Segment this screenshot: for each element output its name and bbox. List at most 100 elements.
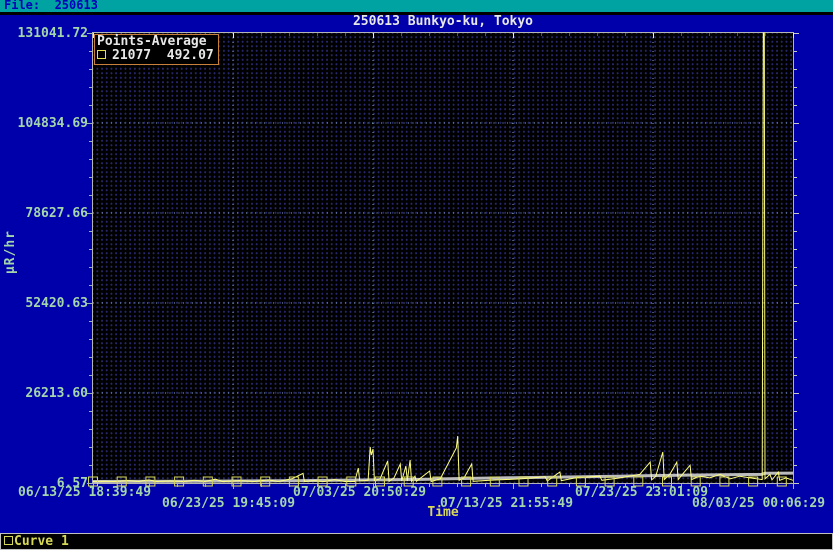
x-tick-label: 07/13/25 21:55:49 <box>440 496 574 511</box>
axis-tick <box>513 33 514 38</box>
axis-tick <box>89 411 92 412</box>
x-tick-label: 06/13/25 18:39:49 <box>18 485 152 500</box>
y-tick-label: 52420.63 <box>25 296 88 311</box>
window-title-bar: File: 250613 <box>0 0 833 12</box>
x-tick-label: 06/23/25 19:45:09 <box>162 496 296 511</box>
axis-tick <box>89 87 92 88</box>
axis-tick <box>87 483 92 484</box>
x-tick-label: 08/03/25 00:06:29 <box>692 496 826 511</box>
axis-tick <box>373 484 374 489</box>
y-tick-label: 104834.69 <box>17 116 88 131</box>
axis-tick <box>541 484 542 487</box>
axis-tick <box>794 393 799 394</box>
y-tick-label: 26213.60 <box>25 386 88 401</box>
axis-tick <box>89 429 92 430</box>
axis-tick <box>794 141 797 142</box>
axis-tick <box>793 484 794 489</box>
axis-tick <box>513 484 514 489</box>
legend-spacer <box>151 48 167 63</box>
axis-tick <box>87 33 92 34</box>
axis-tick <box>89 465 92 466</box>
axis-tick <box>89 231 92 232</box>
axis-tick <box>794 483 799 484</box>
axis-tick <box>401 484 402 487</box>
axis-tick <box>373 33 374 38</box>
axis-tick <box>89 339 92 340</box>
axis-tick <box>89 195 92 196</box>
axis-tick <box>681 33 682 36</box>
axis-tick <box>89 51 92 52</box>
x-tick-label: 07/23/25 23:01:09 <box>575 485 709 500</box>
axis-tick <box>87 393 92 394</box>
legend-average-value: 492.07 <box>166 48 214 63</box>
axis-tick <box>429 484 430 487</box>
axis-tick <box>289 33 290 36</box>
axis-tick <box>794 177 797 178</box>
axis-tick <box>794 105 797 106</box>
axis-tick <box>765 33 766 36</box>
axis-tick <box>653 484 654 489</box>
axis-tick <box>317 484 318 487</box>
axis-tick <box>89 321 92 322</box>
axis-tick <box>93 484 94 489</box>
axis-tick <box>89 447 92 448</box>
y-tick-label: 131041.72 <box>17 26 88 41</box>
axis-tick <box>89 285 92 286</box>
axis-tick <box>89 159 92 160</box>
axis-tick <box>205 484 206 487</box>
axis-tick <box>709 33 710 36</box>
axis-tick <box>793 33 794 38</box>
axis-tick <box>794 231 797 232</box>
axis-tick <box>794 159 797 160</box>
axis-tick <box>597 484 598 487</box>
chart-svg <box>88 32 794 487</box>
axis-tick <box>87 123 92 124</box>
axis-tick <box>709 484 710 487</box>
legend-box: Points-Average 21077 492.07 <box>94 34 219 65</box>
axis-tick <box>261 484 262 487</box>
axis-tick <box>794 357 797 358</box>
axis-tick <box>89 267 92 268</box>
axis-tick <box>794 87 797 88</box>
curve-marker-icon <box>97 50 106 59</box>
axis-tick <box>317 33 318 36</box>
x-axis-title: Time <box>427 505 459 520</box>
axis-tick <box>653 33 654 38</box>
axis-tick <box>177 484 178 487</box>
axis-tick <box>87 303 92 304</box>
axis-tick <box>794 339 797 340</box>
axis-tick <box>794 447 797 448</box>
x-tick-label: 07/03/25 20:50:29 <box>293 485 427 500</box>
axis-tick <box>794 465 797 466</box>
axis-tick <box>625 484 626 487</box>
axis-tick <box>794 123 799 124</box>
axis-tick <box>794 429 797 430</box>
axis-tick <box>87 213 92 214</box>
axis-tick <box>737 484 738 487</box>
axis-tick <box>541 33 542 36</box>
axis-tick <box>794 33 799 34</box>
axis-tick <box>89 177 92 178</box>
axis-tick <box>569 484 570 487</box>
axis-tick <box>233 484 234 489</box>
chart-title: 250613 Bunkyo-ku, Tokyo <box>352 14 533 29</box>
y-tick-label: 6.57 <box>56 476 88 491</box>
axis-tick <box>794 195 797 196</box>
legend-points-count: 21077 <box>112 48 152 63</box>
axis-tick <box>794 69 797 70</box>
axis-tick <box>681 484 682 487</box>
legend-title: Points-Average <box>97 34 207 49</box>
axis-tick <box>794 51 797 52</box>
axis-tick <box>485 484 486 487</box>
axis-tick <box>233 33 234 38</box>
axis-tick <box>261 33 262 36</box>
curve-1-toggle[interactable]: Curve 1 <box>4 534 69 549</box>
curve-label-text: Curve 1 <box>14 534 69 549</box>
axis-tick <box>89 249 92 250</box>
axis-tick <box>89 141 92 142</box>
axis-tick <box>89 357 92 358</box>
title-bar-separator <box>0 12 833 15</box>
axis-tick <box>485 33 486 36</box>
plot-canvas[interactable]: Points-Average 21077 492.07 <box>88 32 794 487</box>
